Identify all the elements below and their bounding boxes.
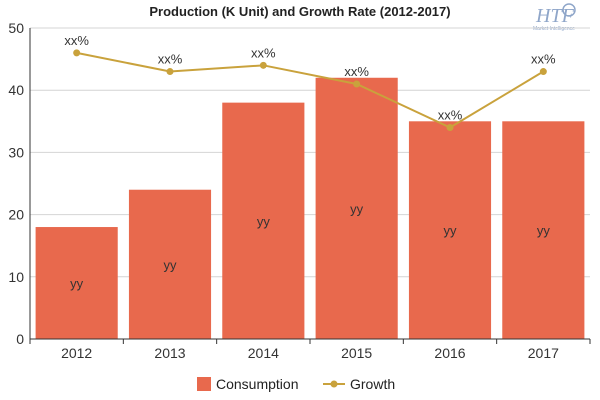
x-tick-label: 2017 bbox=[528, 345, 559, 361]
axes: 0 10 20 30 40 50 2012 2013 2014 2015 2016 2017 bbox=[8, 20, 591, 361]
growth-point bbox=[446, 124, 454, 132]
growth-point bbox=[259, 61, 267, 69]
consumption-bar bbox=[315, 77, 398, 339]
consumption-bar bbox=[408, 121, 492, 339]
growth-point bbox=[73, 49, 81, 57]
x-tick-label: 2012 bbox=[61, 345, 92, 361]
bar-data-label: yy bbox=[70, 276, 84, 291]
x-tick-label: 2014 bbox=[248, 345, 279, 361]
growth-series-line bbox=[76, 51, 544, 129]
legend-label-growth: Growth bbox=[350, 376, 395, 392]
consumption-bars bbox=[35, 77, 585, 339]
bar-data-label: yy bbox=[444, 223, 458, 238]
y-tick-label: 20 bbox=[8, 207, 24, 223]
consumption-bar bbox=[222, 102, 305, 339]
bar-data-label: yy bbox=[350, 201, 364, 216]
y-tick-label: 10 bbox=[8, 269, 24, 285]
bar-data-label: yy bbox=[537, 223, 551, 238]
x-tick-label: 2013 bbox=[154, 345, 185, 361]
growth-data-label: xx% bbox=[64, 33, 89, 48]
y-tick-label: 0 bbox=[16, 331, 24, 347]
y-tick-label: 50 bbox=[8, 20, 24, 36]
consumption-bar bbox=[128, 189, 212, 339]
gridlines bbox=[30, 27, 590, 278]
growth-data-label: xx% bbox=[531, 52, 556, 67]
legend-swatch-consumption bbox=[197, 377, 211, 391]
globe-icon bbox=[562, 3, 576, 17]
data-labels: yy yy yy yy yy yy xx% xx% xx% xx% xx% xx% bbox=[64, 33, 556, 291]
legend-marker-growth bbox=[330, 380, 338, 388]
chart-title: Production (K Unit) and Growth Rate (201… bbox=[149, 4, 450, 19]
logo-mark: HTF bbox=[535, 5, 575, 27]
bar-data-label: yy bbox=[257, 214, 271, 229]
consumption-bar bbox=[35, 227, 118, 339]
growth-line bbox=[73, 49, 547, 132]
growth-point bbox=[353, 80, 361, 88]
y-tick-label: 40 bbox=[8, 82, 24, 98]
consumption-bar bbox=[502, 121, 585, 339]
y-tick-label: 30 bbox=[8, 144, 24, 160]
bar-data-label: yy bbox=[164, 257, 178, 272]
growth-data-label: xx% bbox=[344, 64, 369, 79]
logo-tagline: Market Intelligence bbox=[533, 26, 575, 32]
growth-data-label: xx% bbox=[251, 45, 276, 60]
growth-point bbox=[539, 68, 547, 76]
htf-logo: HTF Market Intelligence bbox=[533, 3, 576, 32]
growth-data-label: xx% bbox=[438, 108, 463, 123]
growth-point bbox=[166, 68, 174, 76]
x-tick-label: 2015 bbox=[341, 345, 372, 361]
legend-label-consumption: Consumption bbox=[216, 376, 299, 392]
growth-data-label: xx% bbox=[158, 52, 183, 67]
x-tick-label: 2016 bbox=[434, 345, 465, 361]
legend: Consumption Growth bbox=[197, 376, 395, 392]
